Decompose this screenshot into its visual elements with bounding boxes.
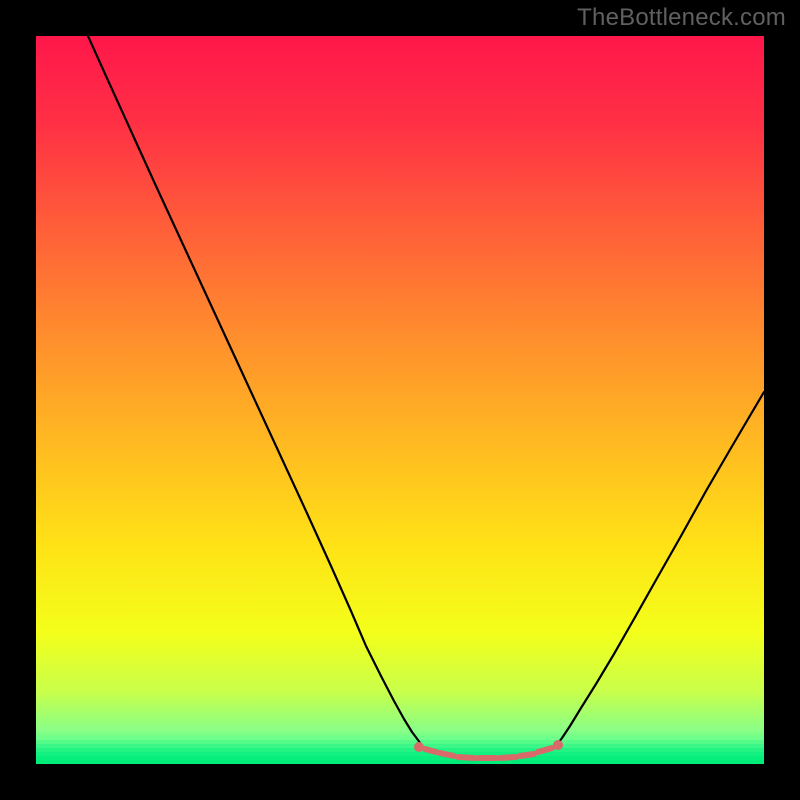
valley-mark-segment: [458, 757, 474, 758]
valley-mark-segment: [440, 753, 454, 756]
valley-mark-segment: [520, 754, 534, 756]
chart-frame: TheBottleneck.com: [0, 0, 800, 800]
valley-mark-dot: [553, 740, 563, 750]
valley-mark-segment: [425, 749, 436, 752]
watermark-text: TheBottleneck.com: [577, 4, 786, 32]
valley-mark-segment: [538, 748, 552, 752]
curve-right: [556, 392, 764, 746]
plot-area: [36, 36, 764, 764]
valley-mark-dot: [414, 742, 424, 752]
curve-left: [88, 36, 422, 746]
valley-mark-segment: [500, 757, 516, 758]
curve-layer: [36, 36, 764, 764]
